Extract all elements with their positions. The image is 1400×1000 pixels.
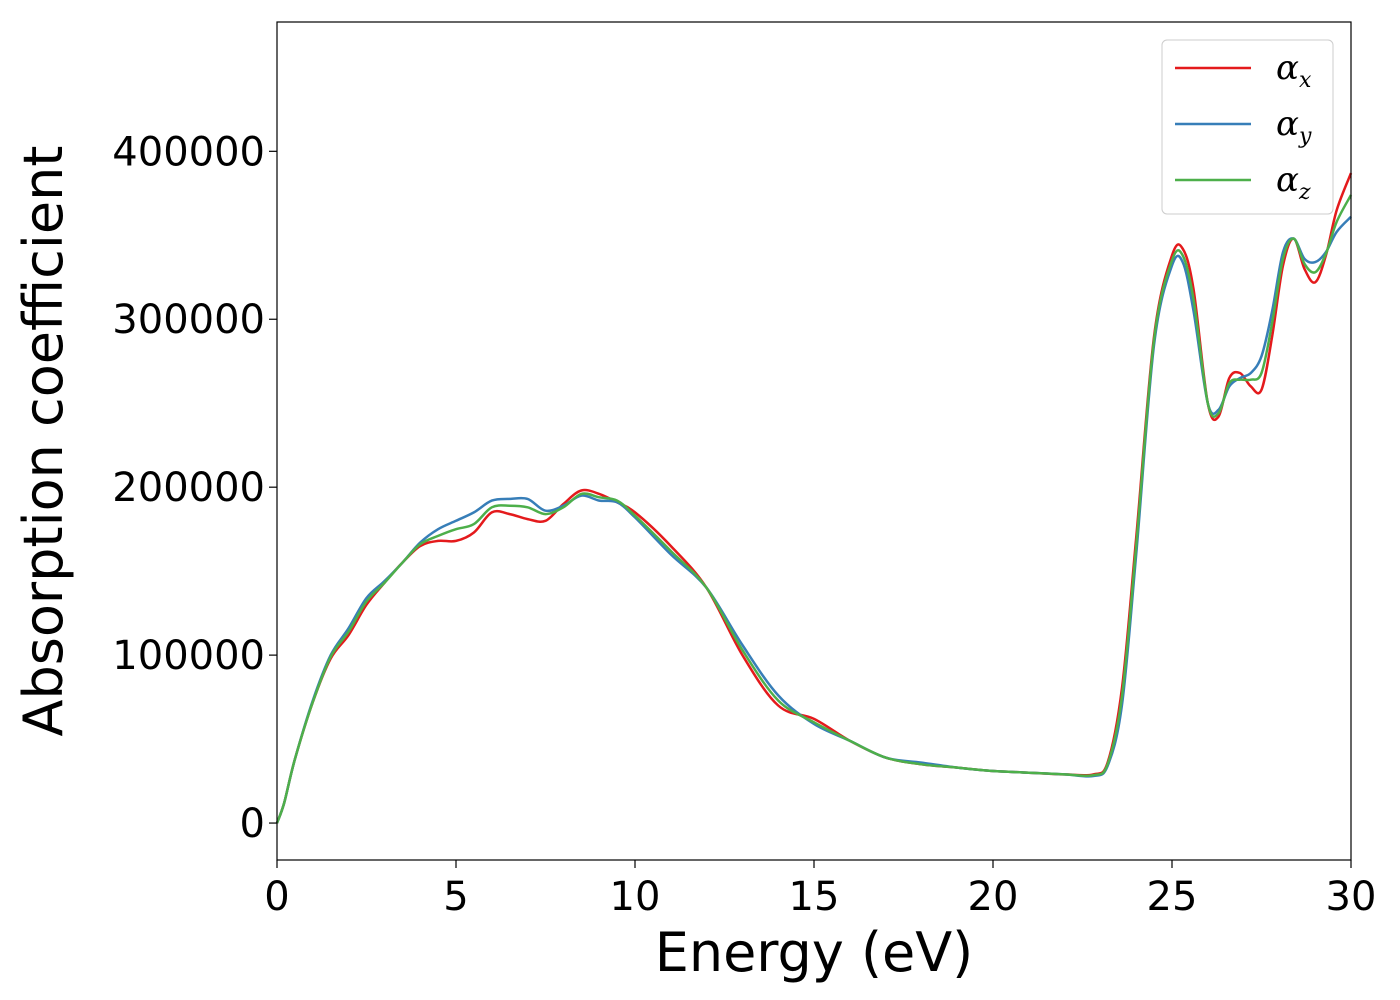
x-tick-label: 25 bbox=[1147, 874, 1198, 920]
x-tick-label: 5 bbox=[443, 874, 468, 920]
y-tick-label: 0 bbox=[240, 801, 265, 847]
x-tick-label: 10 bbox=[610, 874, 661, 920]
y-tick-label: 400000 bbox=[112, 129, 265, 175]
x-axis: 0 5 10 15 20 25 30 bbox=[264, 860, 1376, 920]
y-tick-label: 100000 bbox=[112, 633, 265, 679]
x-tick-label: 30 bbox=[1326, 874, 1377, 920]
series-line-x bbox=[275, 172, 1353, 824]
plot-lines bbox=[275, 172, 1353, 824]
x-tick-label: 20 bbox=[968, 874, 1019, 920]
y-axis: 0 100000 200000 300000 400000 bbox=[112, 129, 277, 847]
y-tick-label: 200000 bbox=[112, 465, 265, 511]
legend-label-z: αz bbox=[1276, 160, 1311, 205]
series-line-z bbox=[275, 194, 1353, 824]
x-axis-label: Energy (eV) bbox=[655, 921, 974, 984]
series-line-y bbox=[275, 215, 1352, 824]
y-tick-label: 300000 bbox=[112, 297, 265, 343]
x-tick-label: 15 bbox=[789, 874, 840, 920]
x-tick-label: 0 bbox=[264, 874, 289, 920]
legend-box bbox=[1161, 39, 1334, 215]
y-axis-label: Absorption coefficient bbox=[12, 146, 75, 737]
